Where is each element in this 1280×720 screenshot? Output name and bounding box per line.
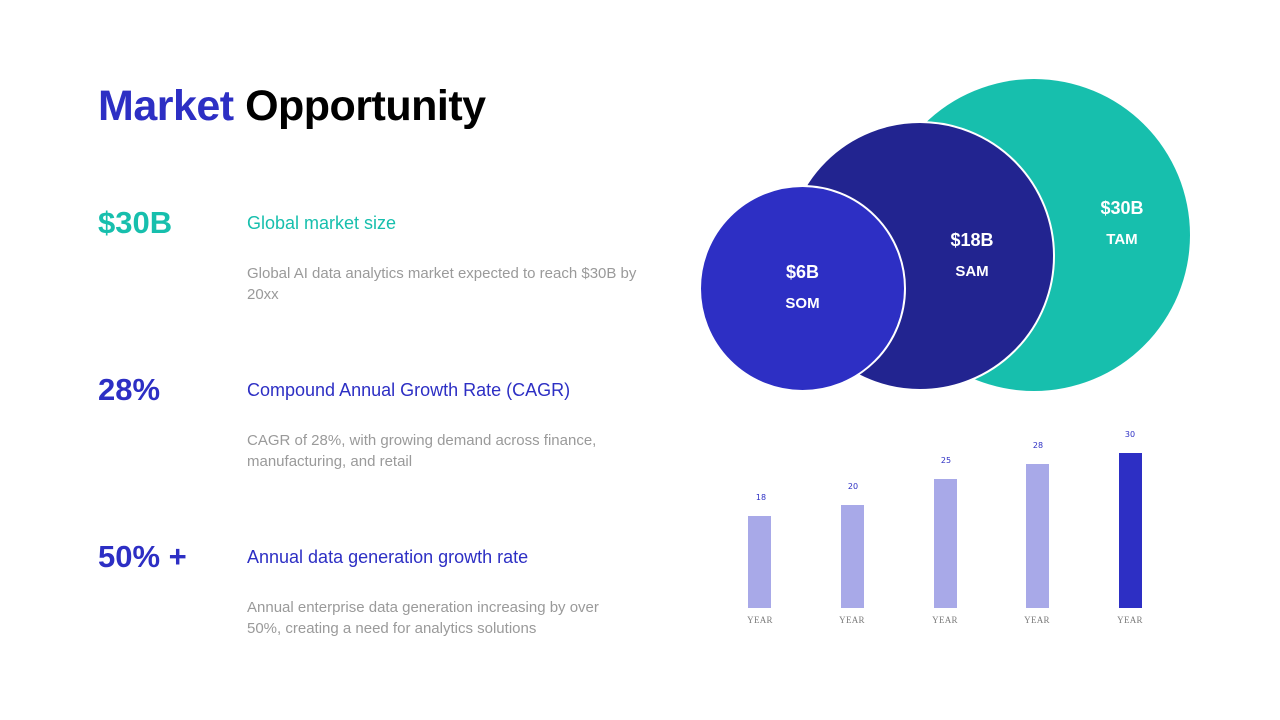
- bar-category-label: YEAR: [932, 615, 958, 625]
- page-title: Market Opportunity: [98, 80, 486, 132]
- bar: [1026, 464, 1049, 608]
- stat-description: Global AI data analytics market expected…: [247, 265, 637, 303]
- sam-value: $18B: [950, 230, 994, 250]
- stat-description: CAGR of 28%, with growing demand across …: [247, 432, 597, 470]
- bar-category-label: YEAR: [747, 615, 773, 625]
- bar-value-label: 25: [940, 456, 952, 465]
- tam-label: TAM: [1106, 231, 1138, 248]
- stat-value: 50% +: [98, 539, 187, 574]
- bar-value-label: 20: [847, 482, 859, 491]
- som-label: SOM: [785, 295, 820, 312]
- bar-value-label: 30: [1124, 430, 1136, 439]
- stat-market-size: $30B Global market size Global AI data a…: [98, 203, 638, 323]
- tam-value: $30B: [1100, 198, 1144, 218]
- bar: [841, 505, 864, 608]
- stat-value: 28%: [98, 372, 161, 407]
- som-circle: $6B SOM: [699, 185, 906, 392]
- bar: [748, 516, 771, 608]
- stat-description: Annual enterprise data generation increa…: [247, 599, 599, 637]
- bar-category-label: YEAR: [839, 615, 865, 625]
- bar-category-label: YEAR: [1024, 615, 1050, 625]
- title-accent: Market: [98, 82, 234, 130]
- bar-value-label: 18: [755, 493, 767, 502]
- title-rest: Opportunity: [245, 82, 486, 130]
- som-value: $6B: [785, 262, 820, 282]
- bar-highlight: [1119, 453, 1142, 608]
- sam-label: SAM: [955, 263, 989, 280]
- stat-cagr: 28% Compound Annual Growth Rate (CAGR) C…: [98, 370, 638, 490]
- stat-heading: Global market size: [247, 213, 397, 233]
- stat-heading: Annual data generation growth rate: [247, 547, 529, 567]
- bar-value-label: 28: [1032, 441, 1044, 450]
- stat-value: $30B: [98, 205, 173, 240]
- stat-data-growth: 50% + Annual data generation growth rate…: [98, 537, 638, 657]
- bar: [934, 479, 957, 608]
- growth-bar-chart: 18 YEAR 20 YEAR 25 YEAR 28 YEAR 30 YEAR: [730, 425, 1160, 635]
- stat-heading: Compound Annual Growth Rate (CAGR): [247, 380, 571, 400]
- bar-category-label: YEAR: [1117, 615, 1143, 625]
